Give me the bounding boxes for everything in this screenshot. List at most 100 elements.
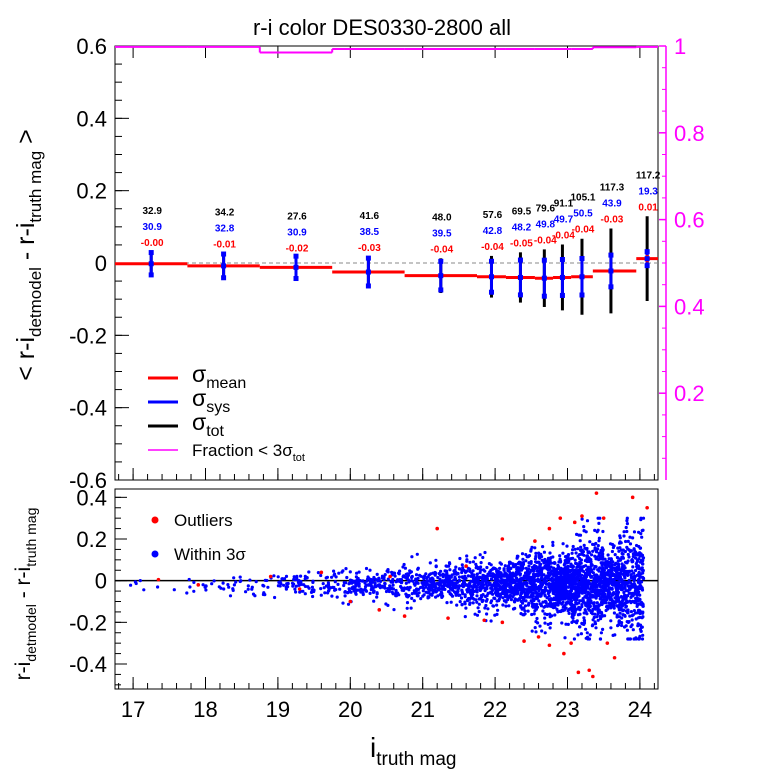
within-point (562, 563, 566, 567)
within-point (471, 601, 475, 605)
within-point (560, 576, 565, 581)
within-point (531, 588, 535, 592)
within-point (605, 566, 609, 570)
within-point (192, 580, 196, 585)
within-point (354, 579, 358, 583)
within-point (596, 608, 600, 613)
within-point (489, 601, 493, 605)
within-point (636, 602, 640, 607)
within-point (327, 588, 331, 592)
within-point (417, 587, 421, 592)
within-point (506, 577, 510, 581)
mean-marker (541, 275, 547, 281)
within-point (624, 624, 628, 628)
within-point (549, 621, 553, 626)
within-point (617, 583, 622, 588)
within-point (617, 596, 621, 600)
within-point (638, 554, 642, 558)
within-point (468, 602, 472, 607)
within-point (377, 576, 381, 580)
within-point (609, 570, 613, 574)
within-point (496, 578, 500, 582)
within-point (466, 574, 470, 578)
within-point (441, 585, 446, 589)
within-point (613, 553, 617, 557)
within-point (602, 592, 607, 596)
within-point (581, 581, 585, 585)
within-point (633, 574, 637, 579)
within-point (488, 574, 493, 578)
legend-marker-outlier (151, 516, 159, 524)
within-point (574, 582, 578, 586)
x-tick-label: 18 (193, 697, 217, 722)
within-point (569, 593, 573, 597)
within-point (142, 588, 146, 592)
mean-marker (365, 269, 371, 275)
bottom-y-tick-label: -0.4 (69, 652, 107, 677)
within-point (278, 584, 282, 588)
within-point (529, 568, 533, 573)
within-point (590, 601, 594, 605)
within-point (434, 571, 438, 575)
within-point (391, 583, 395, 587)
within-point (558, 554, 562, 558)
within-point (330, 575, 334, 579)
sigma-tot-label: 117.3 (600, 183, 625, 194)
mean-marker (438, 273, 444, 279)
outlier-point (547, 643, 552, 648)
within-point (338, 587, 342, 591)
within-point (562, 579, 566, 583)
within-point (458, 567, 462, 571)
top-y-axis: -0.6 -0.4 -0.2 0 0.2 0.4 0.6 (69, 34, 655, 493)
legend-label-fraction: Fraction < 3σtot (192, 441, 305, 464)
within-point (412, 599, 416, 603)
within-point (557, 589, 561, 593)
within-point (535, 587, 539, 591)
sigma-sys-marker (517, 257, 523, 263)
sigma-sys-marker (488, 258, 494, 264)
within-point (621, 613, 625, 617)
within-point (580, 585, 584, 589)
within-point (413, 591, 417, 595)
mean-marker (559, 274, 565, 280)
within-point (485, 612, 489, 616)
within-point (626, 581, 630, 585)
within-point (614, 585, 618, 590)
within-point (354, 592, 358, 596)
within-point (361, 592, 365, 597)
within-point (597, 558, 601, 562)
within-point (582, 621, 587, 625)
within-point (389, 579, 393, 584)
within-point (588, 540, 592, 544)
within-point (481, 555, 485, 560)
within-point (294, 584, 298, 588)
within-point (551, 602, 556, 606)
within-point (397, 593, 401, 597)
within-point (637, 579, 642, 583)
within-point (449, 600, 453, 604)
within-point (620, 551, 624, 556)
within-point (562, 608, 567, 612)
within-point (402, 562, 406, 567)
within-point (597, 539, 601, 543)
within-point (501, 596, 505, 600)
within-point (596, 528, 600, 532)
within-point (404, 592, 408, 596)
within-point (342, 581, 346, 585)
within-point (576, 633, 580, 637)
within-point (411, 579, 415, 583)
within-point (496, 608, 500, 612)
within-point (610, 587, 614, 591)
within-point (557, 577, 561, 581)
within-point (416, 566, 420, 570)
within-point (391, 592, 395, 596)
within-point (624, 594, 628, 598)
within-point (582, 618, 586, 623)
within-point (373, 581, 377, 585)
sigma-sys-marker (644, 263, 650, 269)
within-point (418, 573, 422, 577)
within-point (284, 587, 288, 591)
within-point (495, 574, 499, 578)
sigma-sys-marker (541, 257, 547, 263)
within-point (526, 609, 530, 613)
